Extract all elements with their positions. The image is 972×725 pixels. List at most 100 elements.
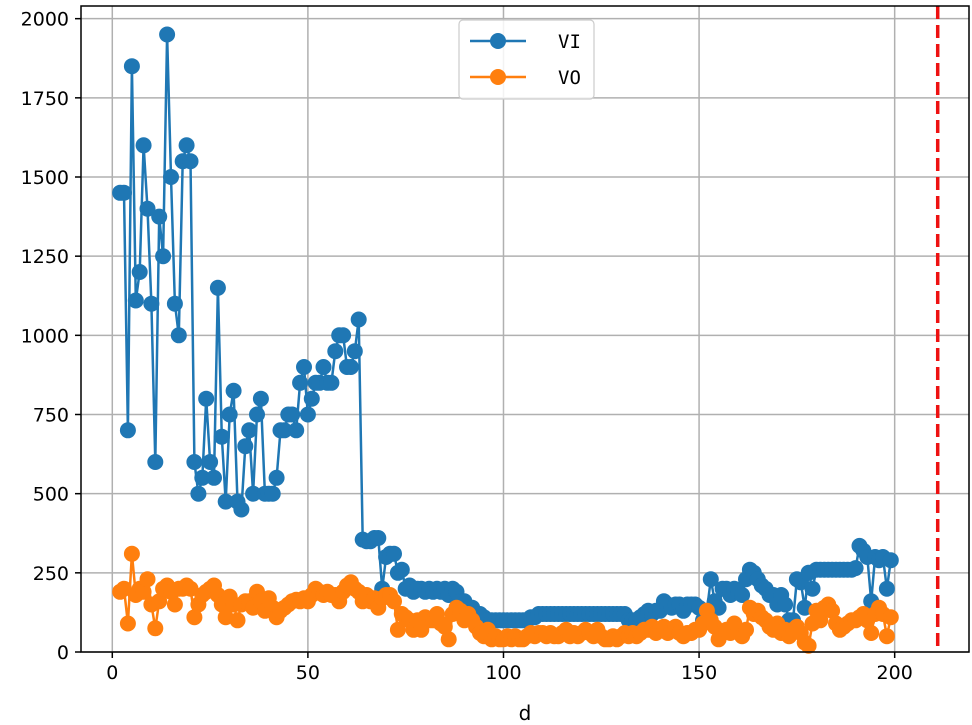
data-point xyxy=(738,621,754,638)
series-1 xyxy=(112,545,899,654)
legend-marker xyxy=(490,33,506,49)
data-point xyxy=(812,612,829,629)
data-point xyxy=(213,428,230,445)
data-point xyxy=(147,620,164,637)
x-tick-label: 150 xyxy=(681,662,717,684)
y-tick-label: 500 xyxy=(33,484,69,506)
data-point xyxy=(135,137,152,154)
x-tick-label: 100 xyxy=(485,662,521,684)
data-point xyxy=(315,359,332,375)
data-point xyxy=(159,26,176,43)
series-0 xyxy=(112,26,899,629)
legend-label: VO xyxy=(558,67,581,89)
legend: VI VO xyxy=(458,19,595,100)
data-point xyxy=(147,454,164,470)
data-point xyxy=(198,390,215,407)
legend-label: VI xyxy=(558,31,581,53)
data-point xyxy=(237,438,254,455)
axis-ticks: 0 50 100 150 2000250500750100012501500175020… xyxy=(21,9,913,684)
data-point xyxy=(131,264,148,280)
data-point xyxy=(436,618,453,635)
data-point xyxy=(847,560,864,577)
y-tick-label: 1500 xyxy=(21,167,69,189)
data-point xyxy=(350,311,367,328)
data-point xyxy=(252,390,269,407)
data-point xyxy=(170,327,187,344)
data-point xyxy=(209,279,226,296)
data-point xyxy=(863,625,880,641)
data-point xyxy=(116,184,132,201)
data-point xyxy=(296,359,312,375)
data-point xyxy=(303,390,320,407)
data-point xyxy=(151,208,168,225)
y-tick-label: 2000 xyxy=(21,9,69,31)
y-tick-label: 0 xyxy=(57,642,69,664)
data-point xyxy=(249,406,265,423)
data-point xyxy=(194,469,211,486)
data-point xyxy=(335,327,352,344)
data-point xyxy=(123,545,140,562)
data-point xyxy=(288,422,305,439)
y-tick-label: 750 xyxy=(33,405,69,427)
data-point xyxy=(292,374,309,391)
data-point xyxy=(225,382,242,399)
data-point xyxy=(882,552,899,569)
data-point xyxy=(370,530,387,546)
data-point xyxy=(123,58,140,75)
data-point xyxy=(386,593,402,610)
data-point xyxy=(155,248,172,265)
data-point xyxy=(139,200,156,217)
data-point xyxy=(233,501,250,518)
data-point xyxy=(166,596,183,613)
y-tick-label: 1750 xyxy=(21,88,69,110)
data-point xyxy=(323,374,340,391)
data-point xyxy=(393,561,410,578)
data-point xyxy=(241,422,258,439)
data-point xyxy=(284,406,301,423)
data-point xyxy=(276,422,293,439)
data-point xyxy=(327,343,344,360)
data-point xyxy=(221,406,238,423)
data-point xyxy=(299,406,316,423)
x-tick-label: 50 xyxy=(296,662,320,684)
y-tick-label: 1000 xyxy=(21,325,69,347)
data-point xyxy=(702,571,719,588)
data-point xyxy=(119,422,136,439)
data-point xyxy=(119,615,136,632)
data-point xyxy=(878,580,895,597)
data-point xyxy=(389,621,406,638)
data-point xyxy=(135,583,152,600)
y-tick-label: 1250 xyxy=(21,246,69,268)
series-layer xyxy=(112,26,899,654)
data-point xyxy=(166,295,183,312)
plot-area xyxy=(81,6,969,652)
data-point xyxy=(342,359,359,375)
data-point xyxy=(182,580,199,597)
data-point xyxy=(116,580,132,597)
data-point xyxy=(182,153,199,170)
data-point xyxy=(186,454,203,470)
data-point xyxy=(190,485,207,502)
data-point xyxy=(206,469,222,486)
x-tick-label: 200 xyxy=(877,662,913,684)
data-point xyxy=(386,545,402,562)
data-point xyxy=(804,580,821,597)
data-point xyxy=(264,485,281,502)
data-point xyxy=(217,493,234,510)
data-point xyxy=(777,596,794,613)
data-point xyxy=(163,169,179,185)
x-axis-label: d xyxy=(519,701,532,725)
data-point xyxy=(734,587,751,603)
data-point xyxy=(878,628,895,645)
data-point xyxy=(882,609,899,626)
legend-marker xyxy=(490,69,506,85)
data-point xyxy=(245,485,262,502)
data-point xyxy=(127,292,144,309)
data-point xyxy=(186,609,203,626)
data-point xyxy=(139,571,156,588)
data-point xyxy=(268,469,285,486)
data-point xyxy=(178,137,195,154)
plot-frame xyxy=(80,5,970,653)
data-point xyxy=(800,637,817,654)
